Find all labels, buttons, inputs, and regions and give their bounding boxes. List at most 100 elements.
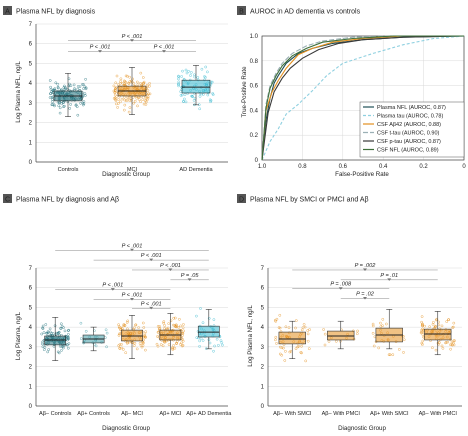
comparison-label: P < .001: [122, 293, 143, 299]
x-tick-label: 0.2: [419, 164, 428, 170]
comparison-label: P = .002: [355, 263, 377, 269]
y-tick-label: 0: [261, 404, 265, 410]
data-point: [207, 317, 211, 320]
data-point: [379, 325, 383, 328]
data-point: [189, 74, 192, 77]
y-tick-label: 4: [29, 325, 33, 331]
comparison-label: P < .001: [122, 34, 143, 40]
legend-label: CSF t-tau (AUROC, 0.90): [377, 131, 440, 137]
comparison-label: P < .001: [160, 263, 181, 269]
comparison-marker: [162, 50, 166, 53]
data-point: [84, 329, 88, 333]
panel-c-x-axis-label: Diagnostic Group: [102, 425, 150, 432]
data-point: [278, 326, 282, 330]
data-point: [161, 344, 165, 348]
comparison-marker: [387, 278, 392, 281]
data-point: [134, 323, 138, 327]
panel-a-letter: A: [5, 9, 10, 16]
data-point: [60, 345, 64, 348]
data-point: [132, 82, 136, 85]
data-point: [82, 87, 85, 90]
data-point: [294, 347, 298, 351]
data-point: [198, 95, 202, 98]
y-tick-label: 0: [29, 160, 33, 166]
data-point: [274, 319, 278, 323]
data-point: [215, 337, 219, 341]
y-tick-label: 4: [29, 81, 33, 87]
data-point: [137, 98, 141, 101]
data-point: [115, 95, 119, 98]
roc-line: [261, 35, 464, 161]
data-point: [132, 101, 136, 105]
y-tick-label: 7: [261, 266, 265, 272]
roc-line: [261, 35, 464, 161]
data-point: [126, 319, 130, 323]
data-point: [79, 101, 82, 105]
data-point: [323, 343, 327, 347]
data-point: [68, 107, 72, 110]
x-tick-label: Aβ– MCI: [121, 411, 143, 417]
data-point: [199, 307, 202, 310]
data-point: [122, 95, 126, 99]
data-point: [171, 346, 175, 350]
data-point: [41, 326, 44, 330]
data-point: [221, 343, 224, 347]
data-point: [275, 317, 279, 321]
data-point: [117, 98, 120, 101]
data-point: [204, 65, 208, 69]
data-point: [172, 316, 176, 320]
data-point: [327, 340, 331, 343]
data-point: [62, 326, 65, 329]
data-point: [139, 343, 143, 347]
data-point: [50, 95, 54, 99]
data-point: [183, 97, 186, 101]
data-point: [66, 346, 70, 350]
data-point: [51, 332, 55, 335]
data-point: [148, 92, 152, 96]
data-point: [387, 353, 391, 357]
data-point: [44, 323, 48, 326]
data-point: [195, 314, 198, 318]
data-point: [135, 96, 139, 100]
data-point: [118, 346, 122, 350]
data-point: [156, 330, 160, 334]
data-point: [437, 323, 441, 327]
data-point: [402, 338, 406, 342]
data-point: [46, 331, 50, 335]
data-point: [193, 75, 197, 79]
data-point: [421, 324, 424, 328]
data-point: [172, 344, 175, 347]
data-point: [371, 322, 375, 326]
x-tick-label: Controls: [58, 167, 79, 173]
data-point: [201, 93, 205, 96]
x-tick-label: Aβ+ With SMCI: [370, 411, 409, 417]
panel-a-title: Plasma NFL by diagnosis: [16, 9, 96, 16]
x-tick-label: Aβ+ AD Dementia: [186, 411, 232, 417]
comparison-marker: [187, 278, 192, 281]
panel-b: B AUROC in AD dementia vs controls True-…: [237, 6, 466, 178]
data-point: [421, 343, 424, 346]
data-point: [48, 327, 52, 331]
data-point: [450, 343, 454, 347]
data-point: [42, 348, 46, 352]
data-point: [122, 348, 125, 351]
data-point: [47, 348, 51, 351]
data-point: [139, 100, 142, 104]
data-point: [159, 343, 163, 346]
roc-line: [261, 35, 464, 161]
data-point: [449, 347, 452, 351]
panel-d-letter: D: [239, 197, 244, 204]
data-point: [79, 321, 83, 325]
data-point: [63, 329, 67, 333]
y-tick-label: 3: [29, 101, 33, 107]
data-point: [131, 95, 135, 99]
x-tick-label: Aβ– With PMCI: [322, 411, 361, 417]
data-point: [146, 89, 150, 92]
comparison-label: P < .001: [122, 243, 143, 249]
data-point: [420, 320, 423, 324]
y-tick-label: 0.8: [250, 59, 259, 65]
data-point: [171, 348, 175, 351]
data-point: [180, 75, 183, 78]
data-point: [274, 335, 278, 339]
data-point: [142, 338, 146, 342]
